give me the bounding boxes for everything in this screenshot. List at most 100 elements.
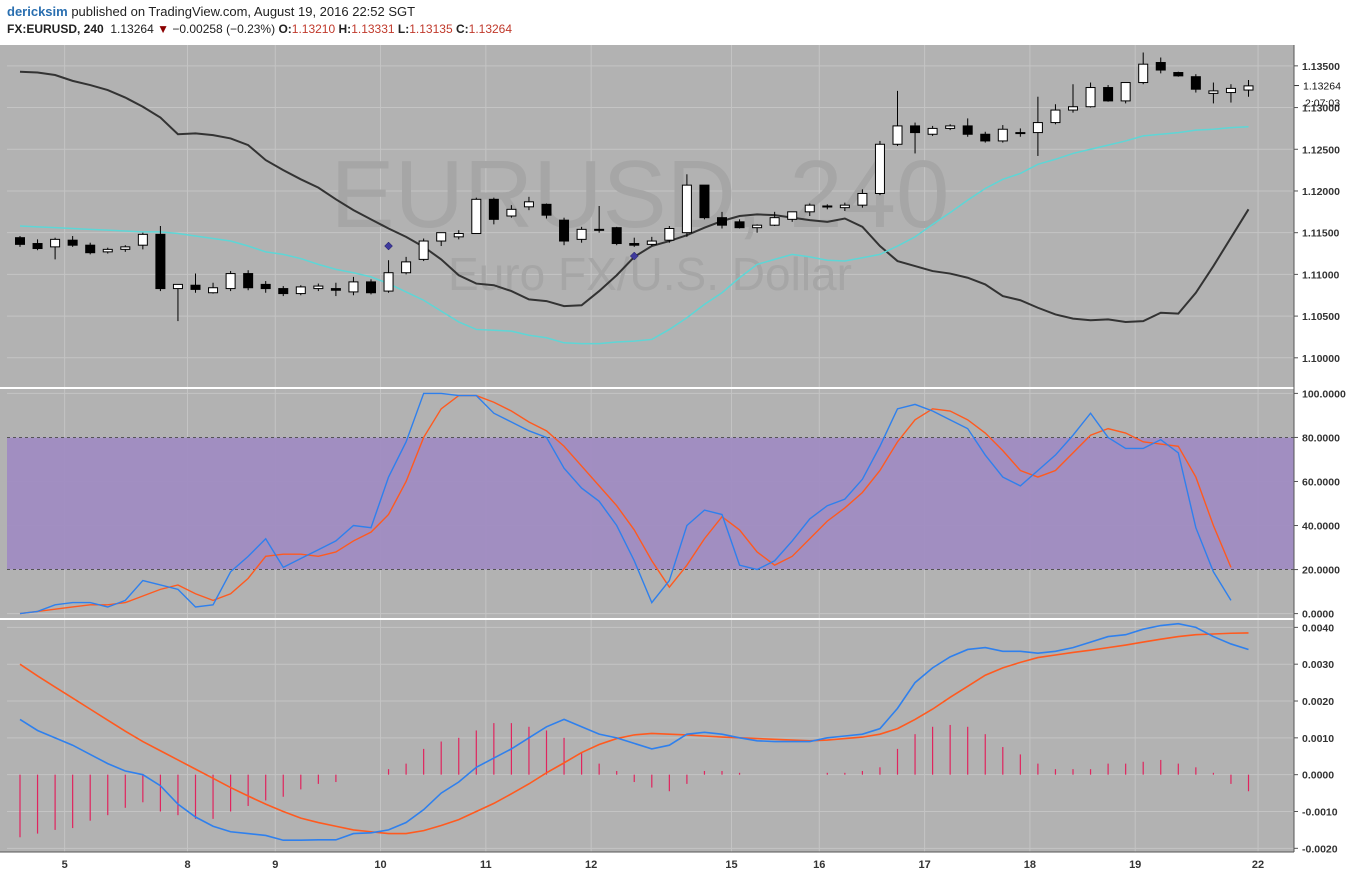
- candle-body: [348, 281, 359, 293]
- y-axis-tick-label: 100.0000: [1302, 388, 1346, 400]
- y-axis-tick-label: 80.0000: [1302, 432, 1340, 444]
- candle: [541, 203, 552, 219]
- candle-body: [523, 201, 534, 208]
- x-axis-tick-label: 10: [374, 859, 386, 871]
- candle-body: [225, 273, 236, 290]
- last-price: 1.13264: [110, 22, 154, 36]
- candle-body: [418, 240, 429, 260]
- candle: [418, 238, 429, 262]
- candle-body: [734, 221, 745, 229]
- watermark-description: Euro FX/U.S. Dollar: [448, 248, 852, 300]
- pane-2-background: [7, 620, 1294, 852]
- candle: [594, 205, 605, 233]
- candle: [559, 217, 570, 246]
- candle-body: [997, 128, 1008, 142]
- candle-body: [629, 243, 640, 246]
- candle: [32, 239, 43, 251]
- y-axis-tick-label: 0.0020: [1302, 696, 1334, 708]
- x-axis-tick-label: 9: [272, 859, 278, 871]
- x-axis-tick-label: 18: [1024, 859, 1036, 871]
- candle-body: [717, 217, 727, 226]
- candle-body: [892, 125, 903, 145]
- candle: [997, 125, 1008, 143]
- symbol-info: FX:EURUSD, 240 1.13264 ▼ −0.00258 (−0.23…: [7, 22, 512, 36]
- candle: [734, 219, 745, 229]
- candle: [822, 204, 833, 210]
- candle-body: [1068, 106, 1078, 111]
- candle-body: [172, 283, 183, 290]
- candle: [874, 140, 885, 196]
- candle-body: [962, 125, 973, 135]
- candle: [260, 281, 271, 293]
- symbol-label: FX:EURUSD, 240: [7, 22, 104, 36]
- candle-body: [50, 238, 61, 248]
- y-axis-tick-label: 1.13000: [1302, 103, 1340, 115]
- y-axis-tick-label: 0.0000: [1302, 609, 1334, 621]
- x-axis-tick-label: 19: [1129, 859, 1141, 871]
- signal-marker-icon: [384, 241, 393, 251]
- candle: [787, 211, 798, 222]
- stochastic-k-line: [19, 392, 1232, 615]
- chart-canvas[interactable]: 5 8 9 10 11 12 15 16 17 18 19 22 1.13500 1.13000 1.125…: [0, 42, 1358, 877]
- candle: [67, 236, 78, 247]
- candle: [1015, 128, 1026, 137]
- x-axis-tick-label: 11: [480, 859, 492, 871]
- candle-body: [664, 228, 675, 241]
- author-link[interactable]: dericksim: [7, 4, 68, 19]
- candle: [804, 203, 815, 216]
- candle: [383, 260, 394, 293]
- candle: [839, 202, 850, 211]
- candle: [102, 247, 113, 254]
- y-axis-tick-label: -0.0010: [1302, 806, 1338, 818]
- open-label: O:: [278, 22, 292, 36]
- candle: [910, 122, 921, 154]
- candle-body: [383, 272, 394, 292]
- candle-body: [646, 240, 657, 245]
- candle-body: [1155, 62, 1166, 71]
- y-axis-tick-label: 20.0000: [1302, 565, 1340, 577]
- candle-body: [752, 224, 763, 229]
- candle-body: [401, 261, 412, 274]
- candle-body: [506, 208, 517, 217]
- candle-body: [278, 288, 289, 295]
- candle: [85, 242, 96, 255]
- candle: [120, 245, 131, 252]
- candle: [611, 226, 622, 246]
- stochastic-d-line: [19, 394, 1232, 615]
- candle: [1138, 52, 1149, 85]
- candle: [243, 270, 254, 291]
- candle: [1085, 82, 1096, 108]
- open-value: 1.13210: [291, 22, 336, 36]
- y-axis-tick-label: 1.12500: [1302, 144, 1340, 156]
- close-value: 1.13264: [468, 22, 513, 36]
- candle-body: [559, 219, 570, 242]
- candle-body: [102, 248, 113, 253]
- y-axis-tick-label: 1.11000: [1302, 269, 1340, 281]
- candle-body: [1032, 122, 1043, 134]
- candle: [1103, 85, 1114, 102]
- candle-body: [1208, 90, 1219, 94]
- candle-body: [541, 203, 552, 216]
- candle-body: [155, 233, 166, 290]
- candle: [506, 205, 517, 218]
- y-axis-tick-label: 1.10000: [1302, 353, 1340, 365]
- stochastic-band: [7, 437, 1294, 570]
- candle-body: [594, 228, 605, 231]
- macd-signal-line: [19, 632, 1249, 835]
- candle: [471, 197, 482, 235]
- candle-body: [681, 184, 692, 234]
- watermark-symbol: EURUSD, 240: [331, 141, 950, 248]
- candle-body: [857, 192, 868, 206]
- candle-body: [295, 286, 306, 295]
- candle-body: [313, 285, 324, 290]
- high-label: H:: [338, 22, 352, 36]
- candle: [664, 226, 675, 243]
- candle: [927, 125, 938, 136]
- last-price-label: 1.13264: [1303, 81, 1341, 93]
- y-axis-tick-label: 0.0030: [1302, 659, 1334, 671]
- candle: [488, 197, 499, 225]
- candle-body: [488, 198, 499, 220]
- candle-body: [611, 227, 622, 245]
- candle: [190, 273, 201, 293]
- y-axis-tick-label: 1.13500: [1302, 61, 1340, 73]
